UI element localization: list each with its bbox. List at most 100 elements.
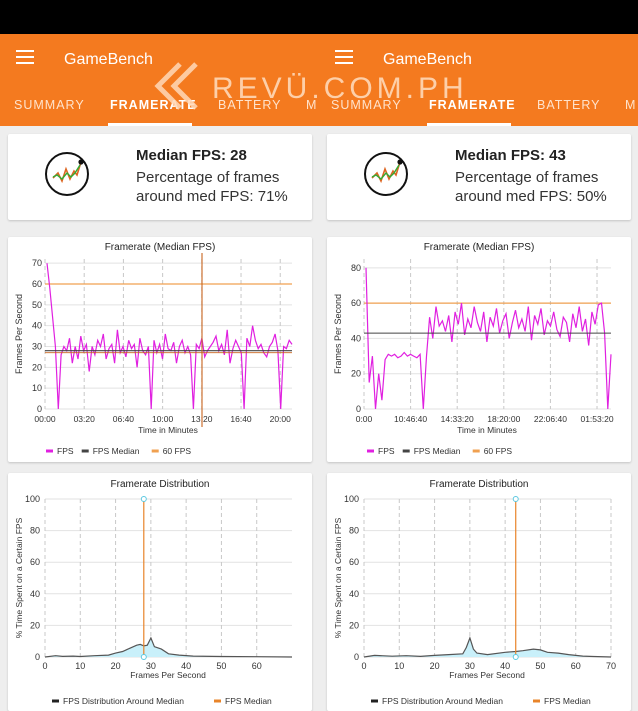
legend-fps-median: FPS Median	[414, 446, 461, 456]
x-tick-label: 10	[75, 661, 85, 671]
legend-fps: FPS	[57, 446, 74, 456]
x-tick-label: 60	[252, 661, 262, 671]
distribution-chart-card: Framerate Distribution 0 20 40 60 80 100 0 10 20 3…	[8, 473, 312, 711]
x-tick-label: 0	[361, 661, 366, 671]
tab-battery[interactable]: BATTERY	[218, 98, 282, 112]
framerate-chart-card: Framerate (Median FPS) 0 10 20 30 40 50 60 70 00:…	[8, 237, 312, 462]
y-axis-label: Frames Per Second	[14, 294, 24, 374]
tab-summary[interactable]: SUMMARY	[14, 98, 85, 112]
legend-60fps: 60 FPS	[163, 446, 192, 456]
app-title: GameBench	[383, 51, 472, 68]
x-tick-label: 60	[571, 661, 581, 671]
y-tick-label: 60	[30, 557, 40, 567]
framerate-chart-card: Framerate (Median FPS) 0 20 40 60 80 0:00 10:46…	[327, 237, 631, 462]
y-axis-label: % Time Spent on a Certain FPS	[333, 517, 343, 638]
tab-battery[interactable]: BATTERY	[537, 98, 601, 112]
x-tick-label: 20	[430, 661, 440, 671]
active-tab-indicator	[427, 123, 511, 126]
distribution-line	[363, 636, 612, 658]
screenshot-panel-right: GameBench SUMMARY FRAMERATE BATTERY M Me…	[319, 34, 638, 711]
y-tick-label: 10	[32, 383, 42, 393]
x-tick-label: 14:33:20	[441, 414, 474, 424]
tab-more[interactable]: M	[306, 98, 318, 112]
distribution-chart: Framerate Distribution 0 20 40 60 80 100 0 10 20 3…	[14, 479, 293, 706]
fps-series-line	[46, 263, 293, 410]
app-bar: GameBench SUMMARY FRAMERATE BATTERY M	[0, 34, 319, 126]
x-axis-label: Frames Per Second	[449, 670, 525, 680]
x-tick-label: 16:40	[230, 414, 252, 424]
y-tick-label: 70	[32, 258, 42, 268]
legend-fps-distribution: FPS Distribution Around Median	[382, 696, 503, 706]
median-fps-description: Percentage of frames around med FPS: 50%	[455, 169, 607, 205]
y-tick-label: 20	[351, 369, 361, 379]
framerate-graph-icon	[45, 152, 89, 196]
y-tick-label: 0	[35, 652, 40, 662]
app-title: GameBench	[64, 51, 153, 68]
y-tick-label: 20	[30, 620, 40, 630]
x-tick-label: 10:46:40	[394, 414, 427, 424]
x-tick-label: 50	[535, 661, 545, 671]
y-tick-label: 0	[37, 404, 42, 414]
x-tick-label: 03:20	[74, 414, 96, 424]
median-marker-bottom	[512, 654, 519, 660]
median-marker-top	[512, 496, 519, 502]
tab-summary[interactable]: SUMMARY	[331, 98, 402, 112]
y-tick-label: 80	[30, 526, 40, 536]
chart-title: Framerate (Median FPS)	[105, 242, 216, 253]
y-tick-label: 20	[349, 620, 359, 630]
tab-framerate[interactable]: FRAMERATE	[110, 98, 197, 112]
y-tick-label: 40	[32, 321, 42, 331]
distribution-line	[44, 636, 293, 658]
tab-more[interactable]: M	[625, 98, 637, 112]
x-tick-label: 10	[394, 661, 404, 671]
x-tick-label: 40	[181, 661, 191, 671]
tab-framerate[interactable]: FRAMERATE	[429, 98, 516, 112]
x-axis-label: Frames Per Second	[130, 670, 206, 680]
median-fps-title: Median FPS: 28	[136, 147, 247, 164]
y-tick-label: 100	[25, 494, 40, 504]
hamburger-menu-icon[interactable]	[16, 50, 34, 64]
x-tick-label: 10:00	[152, 414, 174, 424]
y-tick-label: 80	[351, 263, 361, 273]
x-tick-label: 20	[111, 661, 121, 671]
x-tick-label: 18:20:00	[487, 414, 520, 424]
x-tick-label: 00:00	[34, 414, 56, 424]
x-tick-label: 20:00	[270, 414, 292, 424]
x-tick-label: 06:40	[113, 414, 135, 424]
y-tick-label: 20	[32, 362, 42, 372]
fps-series-line	[365, 267, 612, 410]
legend-60fps: 60 FPS	[484, 446, 513, 456]
legend-fps-median: FPS Median	[225, 696, 272, 706]
x-tick-label: 40	[500, 661, 510, 671]
framerate-chart: Framerate (Median FPS) 0 10 20 30 40 50 60 70 00:…	[14, 242, 293, 456]
x-axis-label: Time in Minutes	[457, 425, 517, 435]
median-fps-description: Percentage of frames around med FPS: 71%	[136, 169, 288, 205]
y-tick-label: 80	[349, 526, 359, 536]
app-bar: GameBench SUMMARY FRAMERATE BATTERY M	[319, 34, 638, 126]
screenshot-panel-left: GameBench SUMMARY FRAMERATE BATTERY M Me…	[0, 34, 319, 711]
framerate-graph-icon	[364, 152, 408, 196]
y-tick-label: 50	[32, 300, 42, 310]
y-tick-label: 100	[344, 494, 359, 504]
status-bar	[0, 0, 638, 34]
y-axis-label: % Time Spent on a Certain FPS	[14, 517, 24, 638]
median-marker-bottom	[140, 654, 147, 660]
chart-title: Framerate (Median FPS)	[424, 242, 535, 253]
y-axis-label: Frames Per Second	[333, 294, 343, 374]
median-fps-card: Median FPS: 28 Percentage of frames arou…	[8, 134, 312, 220]
y-tick-label: 60	[32, 279, 42, 289]
x-tick-label: 0	[42, 661, 47, 671]
distribution-chart: Framerate Distribution 0 20 40 60 80 100 0 10 20 3…	[333, 479, 616, 706]
y-tick-label: 40	[30, 589, 40, 599]
legend-fps: FPS	[378, 446, 395, 456]
median-fps-card: Median FPS: 43 Percentage of frames arou…	[327, 134, 631, 220]
x-tick-label: 0:00	[356, 414, 373, 424]
y-tick-label: 60	[351, 298, 361, 308]
legend-fps-distribution: FPS Distribution Around Median	[63, 696, 184, 706]
y-tick-label: 30	[32, 342, 42, 352]
legend-fps-median: FPS Median	[93, 446, 140, 456]
x-tick-label: 30	[146, 661, 156, 671]
legend-fps-median: FPS Median	[544, 696, 591, 706]
hamburger-menu-icon[interactable]	[335, 50, 353, 64]
x-tick-label: 22:06:40	[534, 414, 567, 424]
